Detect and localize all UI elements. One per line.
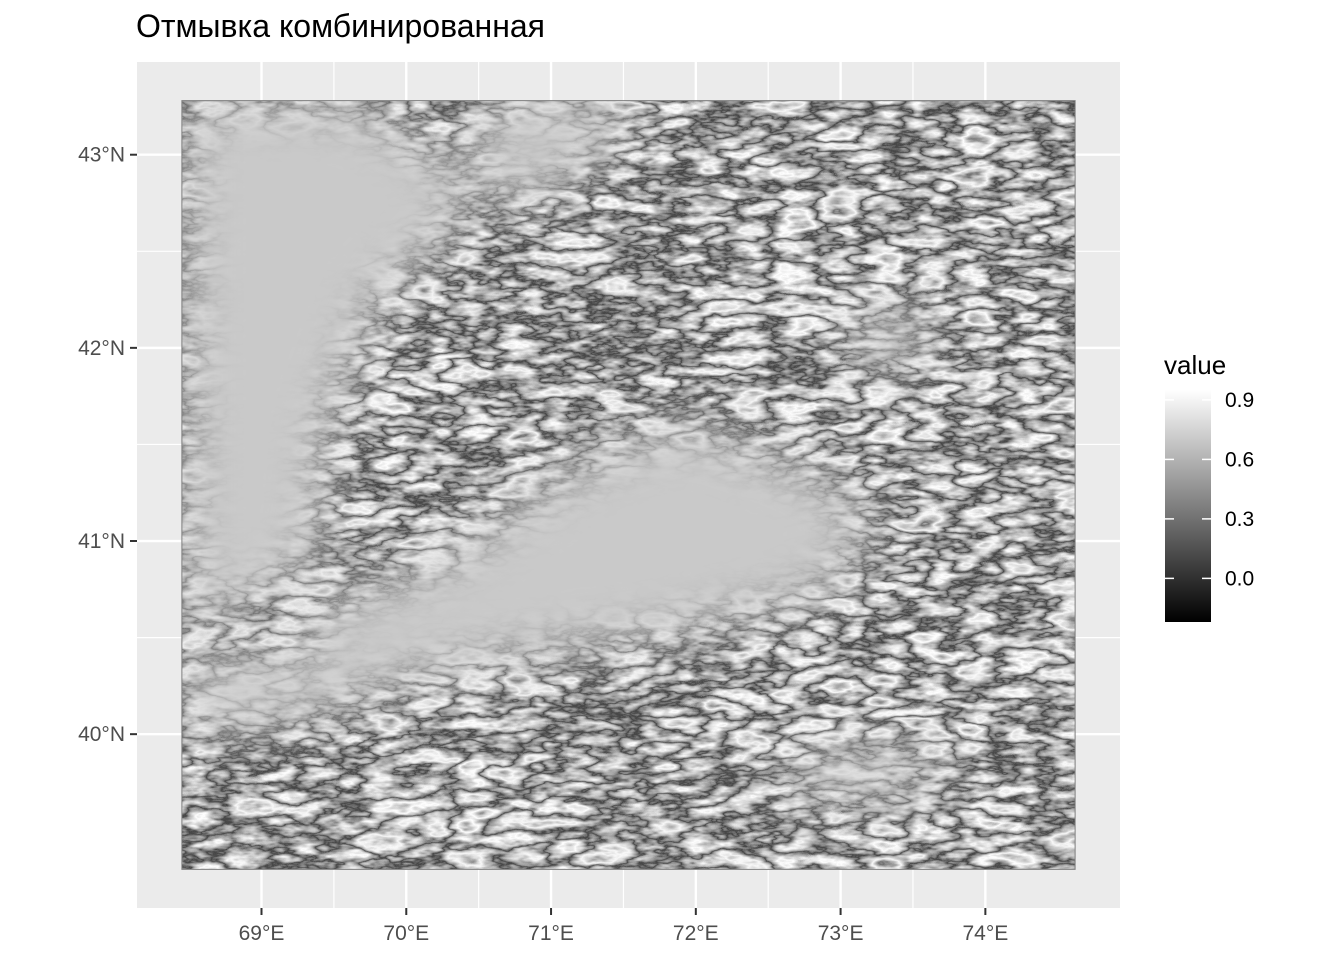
legend-tick-label: 0.3 <box>1225 508 1254 531</box>
x-tick-label: 74°E <box>962 922 1008 945</box>
plain-northeast <box>840 300 940 380</box>
y-tick-label: 40°N <box>78 723 125 746</box>
plain-northwest <box>183 101 470 640</box>
x-tick-label: 73°E <box>818 922 864 945</box>
legend-colorbar <box>1165 390 1211 622</box>
y-tick-label: 42°N <box>78 337 125 360</box>
y-tick-label: 41°N <box>78 530 125 553</box>
x-tick-label: 70°E <box>383 922 429 945</box>
x-tick-label: 71°E <box>528 922 574 945</box>
plain-southwest <box>183 650 400 735</box>
legend-title: value <box>1164 350 1226 380</box>
legend-tick-label: 0.9 <box>1225 389 1254 412</box>
x-tick-label: 69°E <box>239 922 285 945</box>
plain-fergana-valley <box>300 420 880 690</box>
y-tick-label: 43°N <box>78 144 125 167</box>
flat-plain-areas <box>183 101 960 800</box>
plain-north <box>470 101 640 215</box>
raster-border <box>181 100 1076 870</box>
hillshade-raster <box>181 100 1076 870</box>
legend-tick-label: 0.0 <box>1225 567 1254 590</box>
y-axis: 40°N 41°N 42°N 43°N <box>78 144 137 746</box>
x-axis: 69°E 70°E 71°E 72°E 73°E 74°E <box>239 908 1008 945</box>
legend-tick-label: 0.6 <box>1225 448 1254 471</box>
x-tick-label: 72°E <box>673 922 719 945</box>
legend-ticks: 0.9 0.6 0.3 0.0 <box>1165 389 1254 590</box>
map-title: Отмывка комбинированная <box>136 8 545 44</box>
plain-southeast <box>760 748 960 800</box>
legend: value 0.9 0.6 0.3 0.0 <box>1164 350 1254 622</box>
